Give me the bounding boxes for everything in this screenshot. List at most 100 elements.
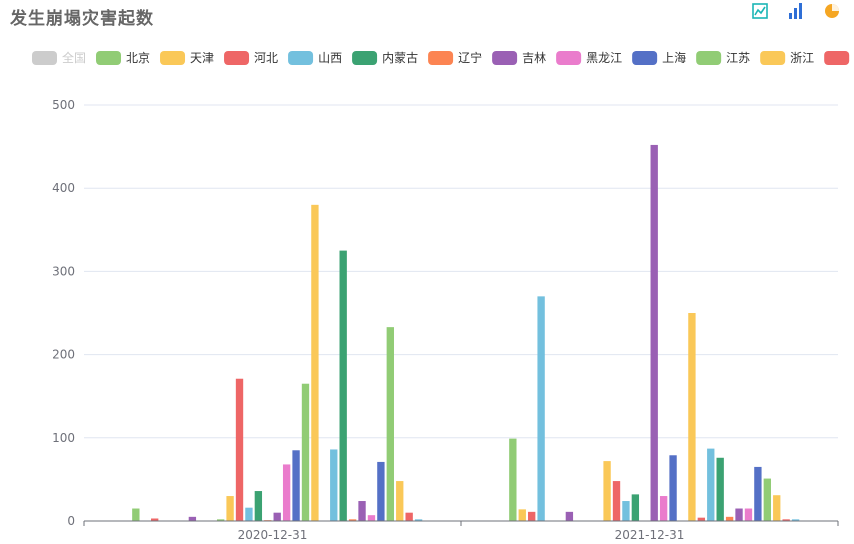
x-axis: 2020-12-31 2021-12-31 [83,520,839,542]
bar[interactable] [151,518,159,521]
legend-item[interactable]: 全国 [32,50,86,65]
bar[interactable] [518,509,526,521]
bar[interactable] [735,508,743,521]
bar[interactable] [377,461,385,521]
y-tick-label: 100 [52,431,75,445]
bar[interactable] [188,516,197,521]
bar[interactable] [754,466,762,521]
legend-label: 内蒙古 [382,50,418,65]
legend-item[interactable]: 山西 [288,51,342,65]
bar[interactable] [650,144,658,521]
legend-label: 河北 [254,51,278,65]
bar[interactable] [301,383,310,521]
bar[interactable] [282,464,291,521]
bar[interactable] [763,478,771,521]
y-tick-label: 500 [52,98,75,112]
legend-swatch [160,51,186,65]
bar[interactable] [622,501,630,521]
x-tick-label: 2021-12-31 [615,528,685,542]
bar[interactable] [273,512,281,521]
legend-swatch [632,51,658,65]
bar[interactable] [528,511,536,521]
bar[interactable] [716,457,724,521]
bar[interactable] [132,508,140,521]
bar[interactable] [791,519,800,521]
bar[interactable] [396,481,404,521]
y-tick-label: 400 [52,181,75,195]
legend-item[interactable]: 河北 [224,51,278,65]
legend-swatch [492,51,518,65]
legend-label: 北京 [126,51,150,65]
legend-label: 吉林 [522,51,546,65]
grid-lines [84,104,838,439]
pie-chart-icon[interactable] [824,2,840,20]
line-chart-icon[interactable] [752,2,768,20]
bar[interactable] [707,448,715,521]
bar[interactable] [386,327,394,521]
bar[interactable] [414,519,423,521]
legend-swatch [32,51,57,65]
legend-swatch [288,51,314,65]
bar[interactable] [226,496,234,521]
legend-swatch [224,51,250,65]
legend-item[interactable] [824,51,850,65]
bar[interactable] [245,507,253,521]
legend-label: 山西 [318,51,342,65]
bar[interactable] [358,501,366,521]
bar[interactable] [235,378,244,521]
legend-swatch [696,51,722,65]
bar[interactable] [330,449,338,521]
legend-item[interactable]: 辽宁 [428,50,482,65]
legend-swatch [556,51,582,65]
legend-item[interactable]: 天津 [160,51,214,65]
bar[interactable] [603,461,611,521]
x-tick-label: 2020-12-31 [238,528,308,542]
bar[interactable] [725,516,734,521]
bar[interactable] [405,512,413,521]
legend-swatch [96,51,122,65]
bar[interactable] [367,515,376,521]
bar[interactable] [631,494,640,521]
bar[interactable] [782,519,790,521]
chart-toolbox [752,2,840,20]
bar-series [132,144,800,521]
bar[interactable] [254,491,263,521]
legend-label: 辽宁 [458,50,482,65]
bar[interactable] [688,313,696,521]
bar[interactable] [216,519,225,521]
y-tick-label: 200 [52,348,75,362]
bar[interactable] [669,455,677,521]
bar[interactable] [697,517,706,521]
bar[interactable] [612,481,621,521]
legend-label: 全国 [62,50,86,65]
bar[interactable] [659,496,668,521]
legend-label: 天津 [190,51,214,65]
legend-item[interactable]: 北京 [96,51,150,65]
bar[interactable] [348,519,357,521]
bar[interactable] [311,204,319,521]
legend-label: 黑龙江 [586,51,622,65]
bar[interactable] [537,296,545,521]
y-axis: 0 100 200 300 400 500 [52,98,75,528]
legend-label: 上海 [662,50,686,65]
legend-swatch [824,51,850,65]
legend-item[interactable]: 浙江 [760,51,814,65]
bar[interactable] [565,511,574,521]
bar[interactable] [264,520,272,521]
bar[interactable] [773,495,781,521]
legend-swatch [352,51,378,65]
bar-chart-icon[interactable] [788,2,804,20]
bar[interactable] [744,508,753,521]
bar[interactable] [339,250,347,521]
legend-item[interactable]: 江苏 [696,51,750,65]
legend-item[interactable]: 内蒙古 [352,50,418,65]
legend-label: 江苏 [726,51,750,65]
bar[interactable] [292,450,300,521]
legend-item[interactable]: 吉林 [492,51,546,65]
legend-swatch [760,51,786,65]
legend-item[interactable]: 黑龙江 [556,51,622,65]
legend-swatch [428,51,454,65]
legend-item[interactable]: 上海 [632,50,686,65]
bar[interactable] [509,438,517,521]
